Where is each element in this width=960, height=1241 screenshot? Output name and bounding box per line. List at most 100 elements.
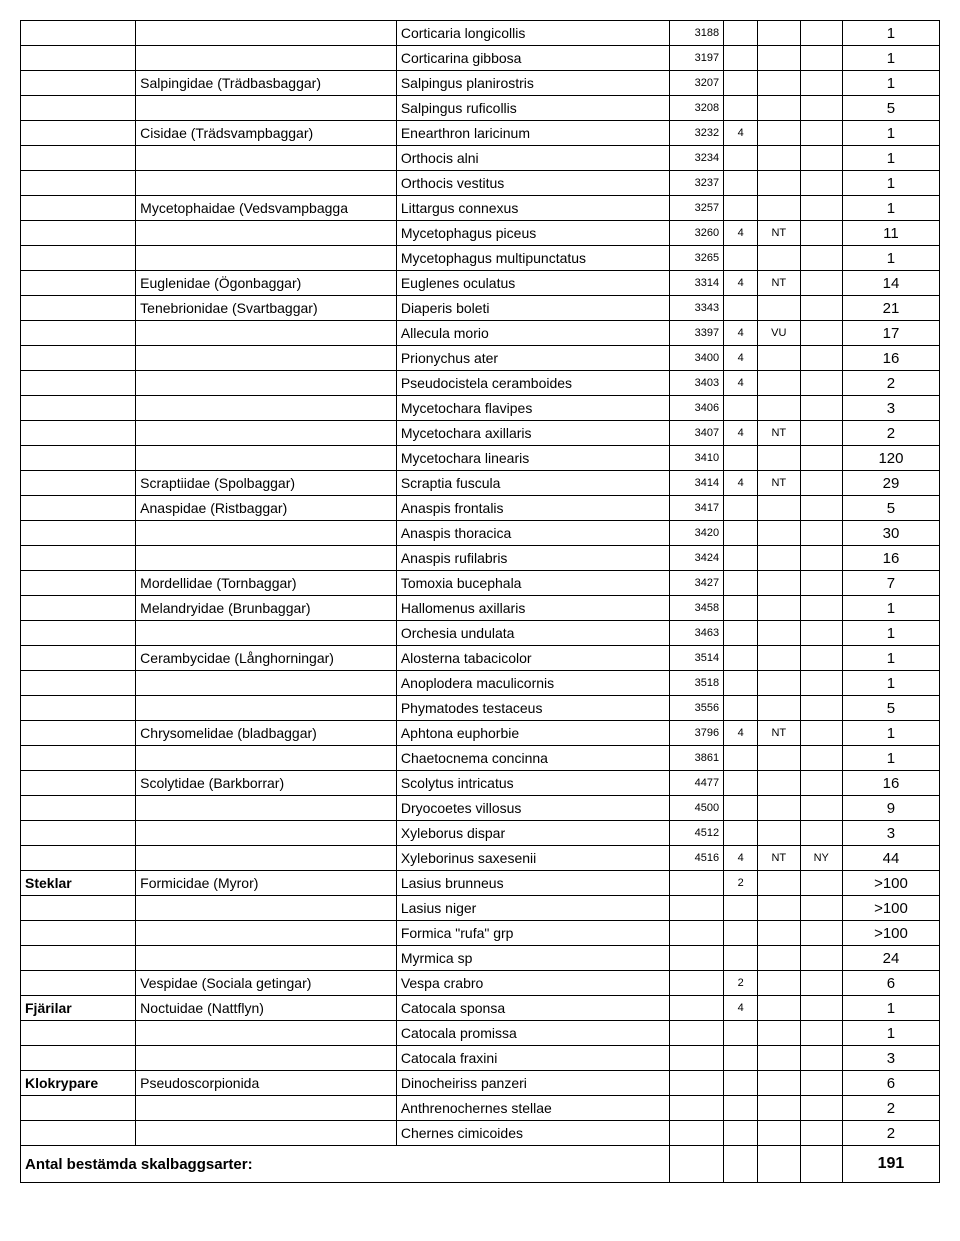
species-cell: Corticarina gibbosa — [396, 46, 669, 71]
table-row: Salpingidae (Trädbasbaggar)Salpingus pla… — [21, 71, 940, 96]
species-table: Corticaria longicollis31881Corticarina g… — [20, 20, 940, 1183]
table-row: Orthocis alni32341 — [21, 146, 940, 171]
species-cell: Pseudocistela ceramboides — [396, 371, 669, 396]
table-row: Salpingus ruficollis32085 — [21, 96, 940, 121]
count-cell: 29 — [842, 471, 939, 496]
col7-cell — [800, 196, 842, 221]
order-cell — [21, 646, 136, 671]
col5-cell: 4 — [724, 221, 758, 246]
table-row: Scolytidae (Barkborrar)Scolytus intricat… — [21, 771, 940, 796]
col6-cell — [758, 1021, 800, 1046]
col5-cell — [724, 71, 758, 96]
count-cell: 120 — [842, 446, 939, 471]
species-cell: Xyleborus dispar — [396, 821, 669, 846]
col6-cell — [758, 996, 800, 1021]
col7-cell — [800, 596, 842, 621]
code-cell — [669, 1046, 724, 1071]
table-row: Anoplodera maculicornis35181 — [21, 671, 940, 696]
table-row: Chrysomelidae (bladbaggar)Aphtona euphor… — [21, 721, 940, 746]
count-cell: 30 — [842, 521, 939, 546]
col6-cell — [758, 71, 800, 96]
code-cell: 3260 — [669, 221, 724, 246]
col5-cell: 4 — [724, 421, 758, 446]
family-cell — [136, 246, 397, 271]
family-cell — [136, 1121, 397, 1146]
count-cell: >100 — [842, 871, 939, 896]
code-cell: 3232 — [669, 121, 724, 146]
col6-cell — [758, 671, 800, 696]
code-cell: 3407 — [669, 421, 724, 446]
col6-cell — [758, 171, 800, 196]
table-row: Corticaria longicollis31881 — [21, 21, 940, 46]
table-row: Myrmica sp24 — [21, 946, 940, 971]
code-cell — [669, 996, 724, 1021]
col6-cell — [758, 946, 800, 971]
count-cell: 6 — [842, 1071, 939, 1096]
col5-cell — [724, 946, 758, 971]
family-cell — [136, 1046, 397, 1071]
family-cell — [136, 371, 397, 396]
col5-cell — [724, 621, 758, 646]
col5-cell: 4 — [724, 996, 758, 1021]
family-cell — [136, 46, 397, 71]
table-row: Mycetochara linearis3410120 — [21, 446, 940, 471]
order-cell — [21, 846, 136, 871]
col5-cell — [724, 146, 758, 171]
order-cell: Fjärilar — [21, 996, 136, 1021]
code-cell: 3463 — [669, 621, 724, 646]
col5-cell — [724, 546, 758, 571]
col5-cell: 2 — [724, 871, 758, 896]
code-cell: 3458 — [669, 596, 724, 621]
col7-cell — [800, 821, 842, 846]
order-cell — [21, 271, 136, 296]
count-cell: 2 — [842, 421, 939, 446]
col6-cell — [758, 621, 800, 646]
count-cell: >100 — [842, 896, 939, 921]
table-row: Mycetophaidae (VedsvampbaggaLittargus co… — [21, 196, 940, 221]
col5-cell — [724, 1021, 758, 1046]
col6-cell — [758, 46, 800, 71]
total-value: 191 — [842, 1146, 939, 1183]
family-cell: Mycetophaidae (Vedsvampbagga — [136, 196, 397, 221]
col7-cell — [800, 946, 842, 971]
table-row: Anthrenochernes stellae2 — [21, 1096, 940, 1121]
col5-cell — [724, 496, 758, 521]
species-cell: Anaspis rufilabris — [396, 546, 669, 571]
code-cell — [669, 921, 724, 946]
count-cell: 5 — [842, 96, 939, 121]
family-cell — [136, 896, 397, 921]
col6-cell — [758, 521, 800, 546]
order-cell — [21, 221, 136, 246]
total-row: Antal bestämda skalbaggsarter:191 — [21, 1146, 940, 1183]
table-row: Lasius niger>100 — [21, 896, 940, 921]
family-cell — [136, 346, 397, 371]
code-cell: 3420 — [669, 521, 724, 546]
code-cell: 4516 — [669, 846, 724, 871]
col7-cell — [800, 296, 842, 321]
count-cell: >100 — [842, 921, 939, 946]
code-cell: 3417 — [669, 496, 724, 521]
order-cell — [21, 1021, 136, 1046]
col6-cell — [758, 371, 800, 396]
family-cell: Vespidae (Sociala getingar) — [136, 971, 397, 996]
col7-cell — [800, 421, 842, 446]
col7-cell — [800, 771, 842, 796]
code-cell: 4500 — [669, 796, 724, 821]
col7-cell — [800, 871, 842, 896]
species-cell: Formica "rufa" grp — [396, 921, 669, 946]
table-row: FjärilarNoctuidae (Nattflyn)Catocala spo… — [21, 996, 940, 1021]
col7-cell — [800, 21, 842, 46]
col6-cell — [758, 896, 800, 921]
col5-cell — [724, 696, 758, 721]
col5-cell — [724, 571, 758, 596]
col6-cell — [758, 396, 800, 421]
count-cell: 1 — [842, 71, 939, 96]
col6-cell — [758, 971, 800, 996]
code-cell: 3343 — [669, 296, 724, 321]
order-cell — [21, 246, 136, 271]
table-row: Tenebrionidae (Svartbaggar)Diaperis bole… — [21, 296, 940, 321]
col5-cell — [724, 1071, 758, 1096]
col5-cell: 2 — [724, 971, 758, 996]
col5-cell — [724, 796, 758, 821]
family-cell: Anaspidae (Ristbaggar) — [136, 496, 397, 521]
